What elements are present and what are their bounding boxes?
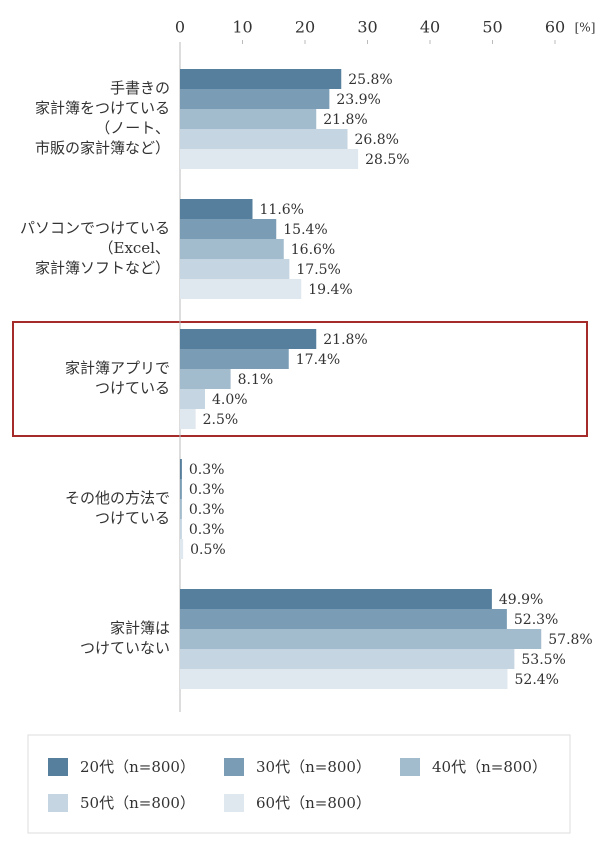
x-unit: [%]: [575, 21, 596, 35]
value-label: 0.3%: [189, 482, 225, 498]
value-label: 17.4%: [296, 352, 340, 368]
bar: [180, 329, 317, 349]
value-label: 53.5%: [521, 652, 565, 668]
legend-swatch: [48, 758, 68, 776]
category-label: 家計簿アプリでつけている: [65, 359, 170, 397]
bar: [180, 459, 182, 479]
bar: [180, 539, 184, 559]
value-label: 52.4%: [515, 672, 559, 688]
x-tick-label: 40: [420, 18, 440, 37]
value-label: 21.8%: [323, 112, 367, 128]
value-label: 0.5%: [190, 542, 226, 558]
value-label: 0.3%: [189, 502, 225, 518]
bar: [180, 149, 359, 169]
legend-swatch: [224, 794, 244, 812]
bar: [180, 69, 342, 89]
legend-swatch: [48, 794, 68, 812]
bar: [180, 239, 284, 259]
legend-label: 30代（n=800）: [256, 758, 371, 776]
category-label: パソコンでつけている（Excel、家計簿ソフトなど）: [20, 219, 170, 277]
value-label: 57.8%: [548, 632, 592, 648]
bar: [180, 89, 330, 109]
legend-swatch: [224, 758, 244, 776]
legend-label: 50代（n=800）: [80, 794, 195, 812]
highlight-box: [12, 321, 588, 437]
value-label: 2.5%: [203, 412, 239, 428]
value-label: 49.9%: [499, 592, 543, 608]
category-label: その他の方法でつけている: [65, 489, 170, 527]
bar: [180, 609, 507, 629]
legend-label: 20代（n=800）: [80, 758, 195, 776]
legend-label: 40代（n=800）: [432, 758, 547, 776]
value-label: 25.8%: [348, 72, 392, 88]
bar: [180, 219, 277, 239]
x-tick-label: 20: [295, 18, 315, 37]
value-label: 26.8%: [355, 132, 399, 148]
value-label: 0.3%: [189, 462, 225, 478]
legend-box: [27, 734, 571, 834]
value-label: 17.5%: [296, 262, 340, 278]
value-label: 0.3%: [189, 522, 225, 538]
value-label: 52.3%: [514, 612, 558, 628]
x-tick-label: 10: [232, 18, 252, 37]
bar: [180, 589, 492, 609]
x-tick-label: 30: [357, 18, 377, 37]
x-tick-label: 0: [175, 18, 185, 37]
bar: [180, 499, 182, 519]
value-label: 15.4%: [283, 222, 327, 238]
value-label: 19.4%: [308, 282, 352, 298]
bar: [180, 199, 253, 219]
bar: [180, 259, 290, 279]
value-label: 8.1%: [238, 372, 274, 388]
bar: [180, 109, 317, 129]
x-tick-label: 60: [545, 18, 565, 37]
value-label: 21.8%: [323, 332, 367, 348]
bar: [180, 369, 231, 389]
bar: [180, 479, 182, 499]
bar: [180, 349, 289, 369]
value-label: 4.0%: [212, 392, 248, 408]
value-label: 11.6%: [260, 202, 304, 218]
bar: [180, 389, 205, 409]
value-label: 23.9%: [336, 92, 380, 108]
category-label: 家計簿はつけていない: [80, 619, 170, 657]
bar: [180, 409, 196, 429]
bar: [180, 279, 302, 299]
value-label: 28.5%: [365, 152, 409, 168]
value-label: 16.6%: [291, 242, 335, 258]
legend-swatch: [400, 758, 420, 776]
bar: [180, 519, 182, 539]
x-tick-label: 50: [482, 18, 502, 37]
bar: [180, 649, 515, 669]
bar: [180, 629, 542, 649]
bar: [180, 669, 508, 689]
legend-label: 60代（n=800）: [256, 794, 371, 812]
category-label: 手書きの家計簿をつけている（ノート、市販の家計簿など）: [35, 79, 170, 157]
bar: [180, 129, 348, 149]
